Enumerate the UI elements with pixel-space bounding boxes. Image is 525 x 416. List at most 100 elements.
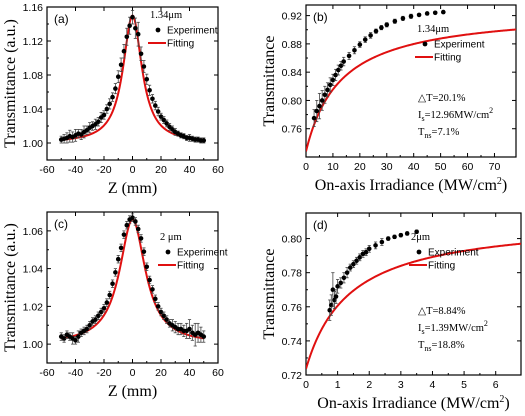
- data-point: [133, 25, 138, 31]
- data-point: [404, 231, 410, 236]
- annotation-delta-t: △T=8.84%: [418, 306, 466, 317]
- legend-label-fitting: Fitting: [177, 261, 204, 272]
- annotation-tns: Tns=7.1%: [418, 127, 460, 140]
- data-point: [110, 281, 115, 287]
- plot-frame: [305, 212, 522, 376]
- data-point: [379, 239, 385, 245]
- data-point: [141, 249, 147, 254]
- annotation-tns: Tns=18.8%: [418, 340, 465, 353]
- y-tick-label: 1.02: [23, 301, 44, 313]
- data-point: [341, 59, 346, 64]
- x-tick-label: 5: [461, 379, 467, 391]
- data-point: [144, 76, 150, 82]
- x-tick-label: 0: [130, 367, 136, 379]
- data-point: [333, 72, 338, 78]
- data-point: [124, 222, 130, 228]
- x-tick-label: 60: [212, 164, 224, 176]
- data-point: [76, 334, 81, 339]
- data-point: [153, 103, 158, 108]
- x-tick-label: 30: [381, 161, 393, 173]
- wavelength-label: 1.34μm: [150, 10, 182, 21]
- data-point: [347, 265, 353, 270]
- data-point: [124, 34, 130, 40]
- x-tick-label: -60: [39, 164, 54, 176]
- x-tick-label: 2: [366, 379, 372, 391]
- y-tick-label: 0.72: [282, 370, 303, 382]
- data-point: [328, 302, 334, 308]
- y-tick-label: 0.74: [282, 336, 303, 348]
- x-tick-label: 60: [212, 367, 224, 379]
- y-tick-label: 0.80: [282, 234, 303, 246]
- annotation-is: Is=12.96MW/cm2: [418, 106, 493, 123]
- data-point: [135, 226, 141, 232]
- data-point: [311, 115, 317, 121]
- data-point: [147, 277, 152, 283]
- x-axis-label-sup: 2: [497, 176, 502, 187]
- data-point: [121, 48, 127, 54]
- legend-label-experiment: Experiment: [177, 248, 228, 259]
- x-tick-label: -20: [96, 164, 111, 176]
- legend-label-experiment: Experiment: [167, 26, 218, 37]
- data-point: [373, 28, 379, 34]
- data-point: [113, 270, 118, 275]
- x-tick-label: 20: [354, 161, 366, 173]
- x-tick-label: 1: [335, 379, 341, 391]
- y-tick-label: 1.00: [23, 138, 44, 150]
- data-point: [93, 317, 98, 322]
- y-axis-label: Transmittance (a.u.): [2, 19, 19, 148]
- panel-label: (b): [313, 10, 328, 24]
- data-point: [133, 219, 138, 224]
- annotation-tns-value: =7.1%: [432, 127, 460, 138]
- data-point: [155, 109, 161, 114]
- x-axis-label: On-axis Irradiance (MW/cm2): [317, 394, 509, 412]
- data-point: [96, 313, 101, 319]
- data-point: [333, 294, 339, 299]
- x-tick-label: 0: [303, 379, 309, 391]
- data-point: [155, 304, 161, 309]
- data-point: [138, 51, 144, 57]
- data-point: [73, 338, 78, 343]
- panel-label: (d): [313, 218, 328, 232]
- x-axis-label: Z (mm): [108, 383, 157, 400]
- y-tick-label: 0.76: [282, 302, 303, 314]
- data-point: [336, 67, 341, 73]
- data-point: [352, 47, 357, 53]
- data-point: [400, 16, 406, 21]
- plot-frame: [305, 4, 517, 158]
- y-tick-label: 1.12: [23, 36, 44, 48]
- x-tick-label: -60: [39, 367, 54, 379]
- y-tick-label: 0.78: [282, 268, 303, 280]
- data-point: [362, 37, 368, 42]
- data-point: [314, 108, 320, 114]
- data-point: [341, 275, 347, 281]
- data-point: [327, 307, 333, 313]
- x-tick-label: 10: [327, 161, 339, 173]
- data-point: [130, 14, 135, 20]
- annotation-is-value: =12.96MW/cm: [425, 110, 490, 121]
- annotation-tns-value: =18.8%: [432, 340, 465, 351]
- data-point: [319, 98, 325, 103]
- data-point: [147, 88, 152, 93]
- data-point: [354, 258, 359, 264]
- panel-label: (a): [54, 12, 69, 26]
- x-axis-label: Z (mm): [108, 180, 157, 197]
- data-point: [164, 121, 169, 126]
- x-axis-label: On-axis Irradiance (MW/cm2): [315, 176, 507, 194]
- annotation-is-sub: s: [422, 114, 425, 123]
- y-tick-label: 1.04: [23, 104, 44, 116]
- data-point: [432, 10, 438, 16]
- legend-marker-experiment: [416, 249, 422, 255]
- x-axis-label-end: ): [502, 177, 507, 194]
- data-point: [357, 255, 363, 260]
- y-tick-label: 0.92: [282, 11, 303, 23]
- data-point: [104, 300, 110, 305]
- data-point: [110, 94, 115, 100]
- y-axis-label: Transmittance: [261, 36, 278, 127]
- annotation-tns-sub: ns: [424, 344, 431, 353]
- data-point: [141, 64, 147, 69]
- data-point: [357, 42, 363, 47]
- data-point: [366, 246, 372, 252]
- x-tick-label: 4: [430, 379, 436, 391]
- data-point: [101, 112, 107, 118]
